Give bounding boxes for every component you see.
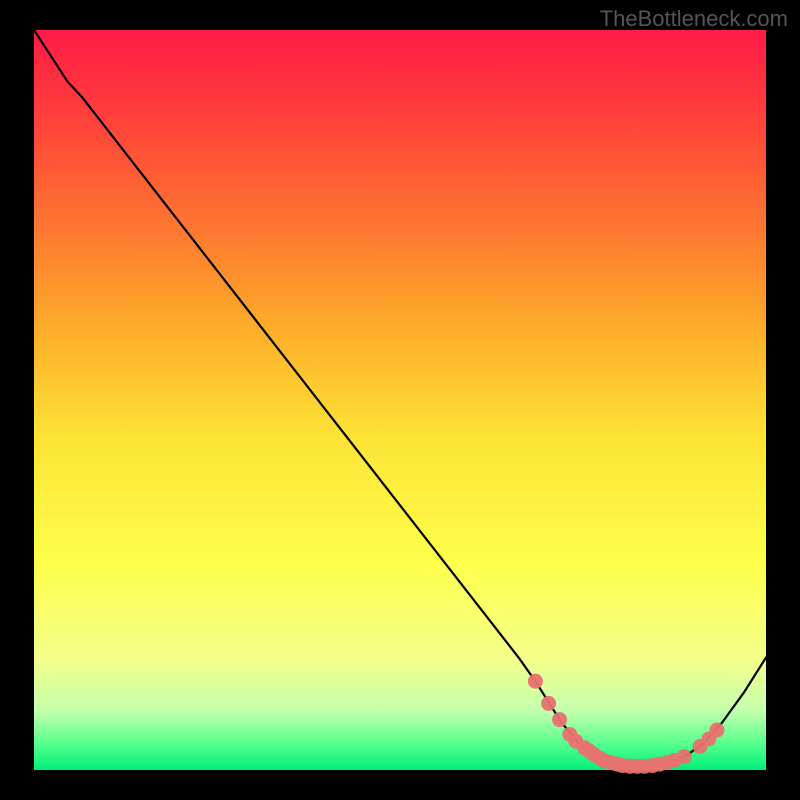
curve-marker (552, 712, 567, 727)
figure: TheBottleneck.com (0, 0, 800, 800)
watermark-text: TheBottleneck.com (600, 6, 788, 32)
curve-marker (709, 723, 724, 738)
curve-marker (528, 674, 543, 689)
bottleneck-curve (34, 30, 766, 766)
curve-marker (541, 696, 556, 711)
chart-overlay (0, 0, 800, 800)
curve-markers (528, 674, 725, 774)
curve-marker (677, 749, 692, 764)
